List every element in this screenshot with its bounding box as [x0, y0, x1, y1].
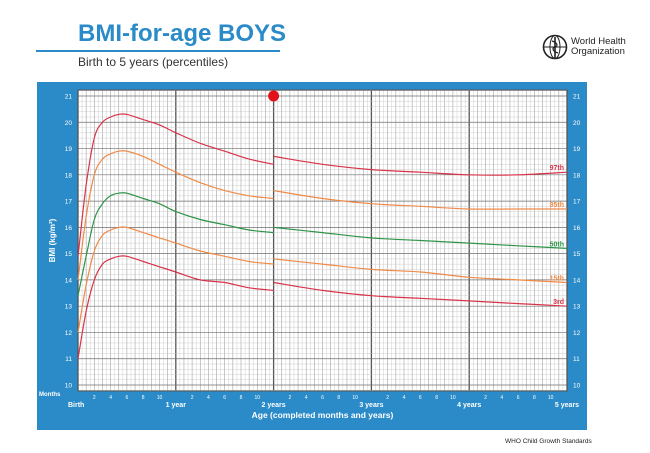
series-label-85th: 85th — [550, 202, 564, 209]
y-tick-label: 20 — [65, 120, 73, 127]
y-axis-title: BMI (kg/m²) — [48, 218, 57, 262]
y-tick-label: 12 — [65, 330, 73, 337]
y-tick-label-right: 11 — [573, 356, 580, 363]
y-tick-label-right: 14 — [573, 277, 581, 284]
curve-15th-2y-to-5y — [273, 258, 568, 284]
chart-panel: 10 10 11 11 12 12 13 13 14 14 15 15 16 16 17 17 18 18 19 19… — [37, 82, 587, 430]
x-corner-label: Months — [39, 392, 61, 398]
x-minor-tick-label: 10 — [548, 395, 554, 401]
curve-50th-birth-to-2y — [77, 192, 274, 296]
y-tick-label: 14 — [65, 277, 73, 284]
x-minor-tick-label: 2 — [93, 395, 96, 401]
x-major-tick-label: 5 years — [555, 402, 579, 409]
x-minor-tick-label: 2 — [386, 395, 389, 401]
x-major-tick-label: 3 years — [359, 402, 383, 409]
x-minor-tick-label: 2 — [191, 395, 194, 401]
y-tick-label: 11 — [65, 356, 72, 363]
y-tick-label-right: 10 — [573, 383, 581, 390]
x-minor-tick-label: 6 — [126, 395, 129, 401]
page-subtitle: Birth to 5 years (percentiles) — [78, 55, 229, 69]
bmi-chart: 10 10 11 11 12 12 13 13 14 14 15 15 16 16 17 17 18 18 19 19… — [39, 89, 581, 420]
who-logo: World Health Organization — [542, 34, 639, 60]
y-tick-label-right: 15 — [573, 251, 581, 258]
x-minor-tick-label: 4 — [500, 395, 503, 401]
x-minor-tick-label: 10 — [352, 395, 358, 401]
who-emblem-icon — [542, 34, 568, 60]
x-minor-tick-label: 10 — [255, 395, 261, 401]
curve-3rd-birth-to-2y — [77, 255, 274, 359]
x-major-tick-label: 1 year — [166, 402, 187, 409]
plot-border — [77, 89, 568, 392]
who-name: World Health Organization — [571, 37, 639, 57]
y-tick-label: 13 — [65, 304, 73, 311]
x-major-tick-label: 4 years — [457, 402, 481, 409]
x-minor-tick-label: 8 — [240, 395, 243, 401]
series-label-3rd: 3rd — [553, 299, 564, 306]
curve-85th-2y-to-5y — [273, 190, 567, 210]
y-tick-label: 15 — [65, 251, 73, 258]
y-tick-label-right: 13 — [573, 304, 581, 311]
x-minor-tick-label: 10 — [450, 395, 456, 401]
y-tick-label-right: 16 — [573, 225, 581, 232]
x-minor-tick-label: 4 — [305, 395, 308, 401]
x-axis-title: Age (completed months and years) — [252, 410, 394, 420]
y-tick-label: 21 — [65, 94, 73, 101]
title-underline — [36, 50, 280, 52]
x-minor-tick-label: 6 — [321, 395, 324, 401]
x-minor-tick-label: 4 — [207, 395, 210, 401]
x-minor-tick-label: 4 — [109, 395, 112, 401]
y-tick-label-right: 21 — [573, 94, 581, 101]
curve-50th-2y-to-5y — [273, 226, 568, 249]
y-tick-label-right: 18 — [573, 172, 581, 179]
x-minor-tick-label: 4 — [403, 395, 406, 401]
x-major-tick-label: Birth — [68, 402, 84, 409]
footer-credit: WHO Child Growth Standards — [505, 438, 592, 445]
x-minor-tick-label: 8 — [142, 395, 145, 401]
curve-3rd-2y-to-5y — [273, 281, 568, 307]
curve-85th-birth-to-2y — [77, 150, 274, 280]
y-tick-label: 16 — [65, 225, 73, 232]
y-tick-label-right: 12 — [573, 330, 581, 337]
y-tick-label: 19 — [65, 146, 73, 153]
x-minor-tick-label: 2 — [484, 395, 487, 401]
who-name-line1: World Health — [571, 36, 626, 47]
series-label-50th: 50th — [550, 241, 564, 248]
x-major-tick-label: 2 years — [262, 402, 286, 409]
y-tick-label-right: 19 — [573, 146, 581, 153]
x-minor-tick-label: 2 — [289, 395, 292, 401]
y-tick-label: 10 — [65, 383, 73, 390]
y-tick-label-right: 17 — [573, 199, 581, 206]
y-tick-label: 18 — [65, 172, 73, 179]
y-tick-label-right: 20 — [573, 120, 581, 127]
curve-97th-2y-to-5y — [273, 155, 568, 176]
marker-point — [268, 90, 280, 102]
y-tick-label: 17 — [65, 199, 73, 206]
page-title: BMI-for-age BOYS — [78, 20, 287, 47]
x-minor-tick-label: 6 — [419, 395, 422, 401]
curve-15th-birth-to-2y — [77, 226, 274, 333]
who-name-line2: Organization — [571, 46, 625, 57]
x-minor-tick-label: 6 — [223, 395, 226, 401]
series-label-15th: 15th — [550, 276, 564, 283]
x-minor-tick-label: 8 — [533, 395, 536, 401]
x-minor-tick-label: 10 — [157, 395, 163, 401]
x-minor-tick-label: 8 — [337, 395, 340, 401]
curve-97th-birth-to-2y — [77, 113, 274, 257]
x-minor-tick-label: 6 — [517, 395, 520, 401]
series-label-97th: 97th — [550, 165, 564, 172]
x-minor-tick-label: 8 — [435, 395, 438, 401]
